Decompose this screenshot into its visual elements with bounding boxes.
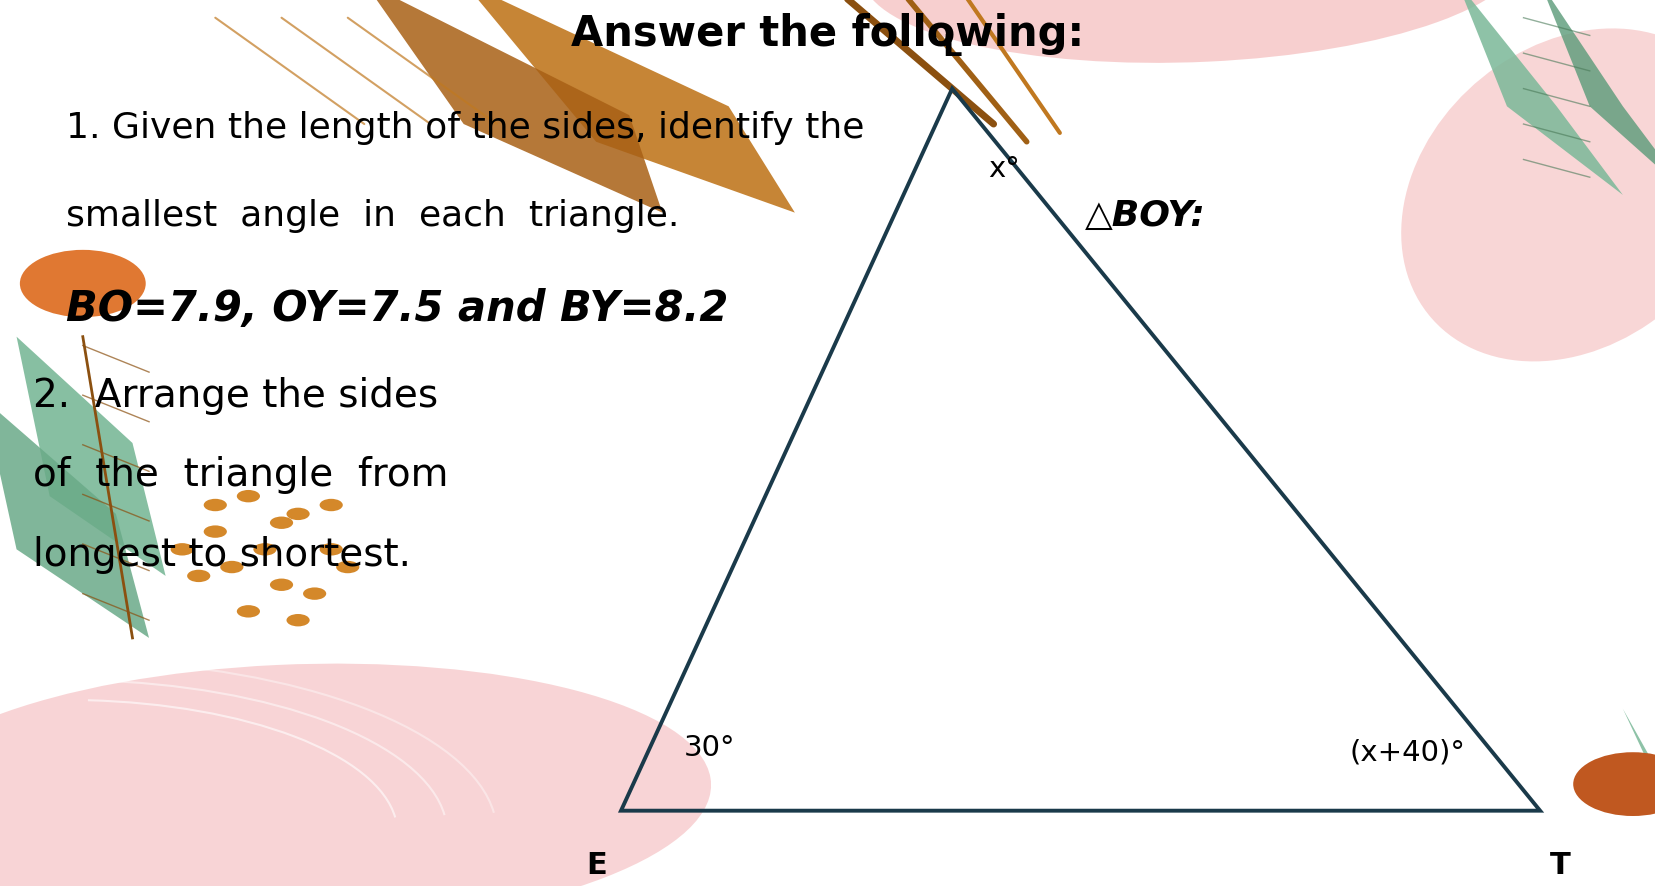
- Circle shape: [270, 517, 293, 529]
- Text: smallest  angle  in  each  triangle.: smallest angle in each triangle.: [66, 199, 702, 233]
- Circle shape: [319, 499, 343, 511]
- Circle shape: [1572, 752, 1655, 816]
- Ellipse shape: [862, 0, 1521, 63]
- Circle shape: [286, 614, 309, 626]
- Polygon shape: [0, 399, 149, 638]
- Circle shape: [20, 250, 146, 317]
- Circle shape: [170, 543, 194, 556]
- Text: △BOY:: △BOY:: [1084, 199, 1205, 233]
- Circle shape: [204, 525, 227, 538]
- Polygon shape: [463, 0, 794, 213]
- Circle shape: [220, 561, 243, 573]
- Circle shape: [336, 561, 359, 573]
- Text: Answer the following:: Answer the following:: [571, 13, 1084, 55]
- Ellipse shape: [0, 664, 710, 886]
- Polygon shape: [17, 337, 166, 576]
- Text: L: L: [942, 33, 962, 62]
- Ellipse shape: [1400, 28, 1655, 361]
- Polygon shape: [1456, 0, 1622, 195]
- Text: longest to shortest.: longest to shortest.: [33, 536, 410, 574]
- Polygon shape: [1539, 0, 1655, 195]
- Circle shape: [270, 579, 293, 591]
- Text: E: E: [586, 851, 606, 880]
- Text: of  the  triangle  from: of the triangle from: [33, 456, 449, 494]
- Text: x°: x°: [988, 155, 1019, 183]
- Polygon shape: [1622, 709, 1655, 851]
- Text: 30°: 30°: [684, 734, 735, 762]
- Text: 2.  Arrange the sides: 2. Arrange the sides: [33, 377, 439, 415]
- Circle shape: [187, 570, 210, 582]
- Text: T: T: [1549, 851, 1569, 880]
- Circle shape: [253, 543, 276, 556]
- Text: (x+40)°: (x+40)°: [1349, 738, 1465, 766]
- Circle shape: [303, 587, 326, 600]
- Circle shape: [237, 490, 260, 502]
- Text: 1. Given the length of the sides, identify the: 1. Given the length of the sides, identi…: [66, 111, 864, 144]
- Circle shape: [204, 499, 227, 511]
- Polygon shape: [364, 0, 662, 213]
- Circle shape: [237, 605, 260, 618]
- Text: BO=7.9, OY=7.5 and BY=8.2: BO=7.9, OY=7.5 and BY=8.2: [66, 288, 728, 330]
- Circle shape: [319, 543, 343, 556]
- Circle shape: [286, 508, 309, 520]
